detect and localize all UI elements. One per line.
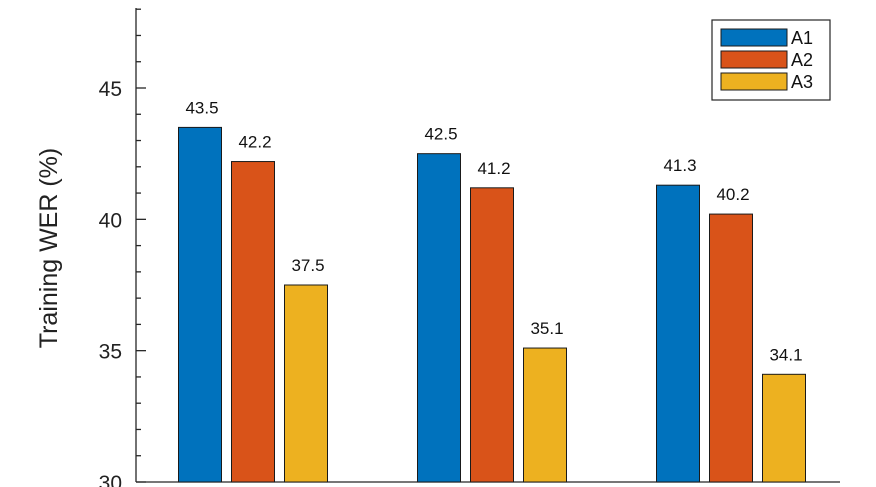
legend-swatch-a1 <box>720 28 788 47</box>
data-label-a1-group-3: 41.3 <box>663 156 696 175</box>
legend-label-a3: A3 <box>791 72 813 92</box>
data-label-a2-group-1: 42.2 <box>238 133 271 152</box>
bar-a2-group-3 <box>709 213 753 483</box>
legend-label-a1: A1 <box>791 28 813 48</box>
legend-swatch-a3 <box>720 72 788 91</box>
bar-a3-group-1 <box>284 284 328 483</box>
data-label-a1-group-2: 42.5 <box>424 125 457 144</box>
legend-label-a2: A2 <box>791 50 813 70</box>
data-label-a3-group-2: 35.1 <box>530 319 563 338</box>
y-tick-label: 45 <box>99 78 122 101</box>
data-label-a1-group-1: 43.5 <box>185 98 218 117</box>
data-label-a2-group-3: 40.2 <box>716 185 749 204</box>
y-axis-label: Training WER (%) <box>35 148 63 349</box>
data-label-a3-group-1: 37.5 <box>291 256 324 275</box>
legend-swatch-a2 <box>720 50 788 69</box>
bar-a1-group-2 <box>417 153 461 483</box>
bar-a1-group-1 <box>178 126 222 483</box>
data-label-a3-group-3: 34.1 <box>769 345 802 364</box>
y-tick-label: 35 <box>99 341 122 364</box>
bar-a3-group-3 <box>762 373 806 483</box>
bar-a2-group-1 <box>231 161 275 483</box>
bars <box>178 126 806 483</box>
y-tick-label: 40 <box>99 209 122 232</box>
data-labels: 43.5 42.5 41.3 42.2 41.2 40.2 37.5 35.1 34.1 <box>185 98 802 364</box>
bar-a3-group-2 <box>523 347 567 483</box>
data-label-a2-group-2: 41.2 <box>477 159 510 178</box>
y-axis: 30 35 40 45 <box>99 8 146 487</box>
bar-a1-group-3 <box>656 184 700 483</box>
bar-a2-group-2 <box>470 187 514 483</box>
y-tick-label: 30 <box>99 472 122 487</box>
